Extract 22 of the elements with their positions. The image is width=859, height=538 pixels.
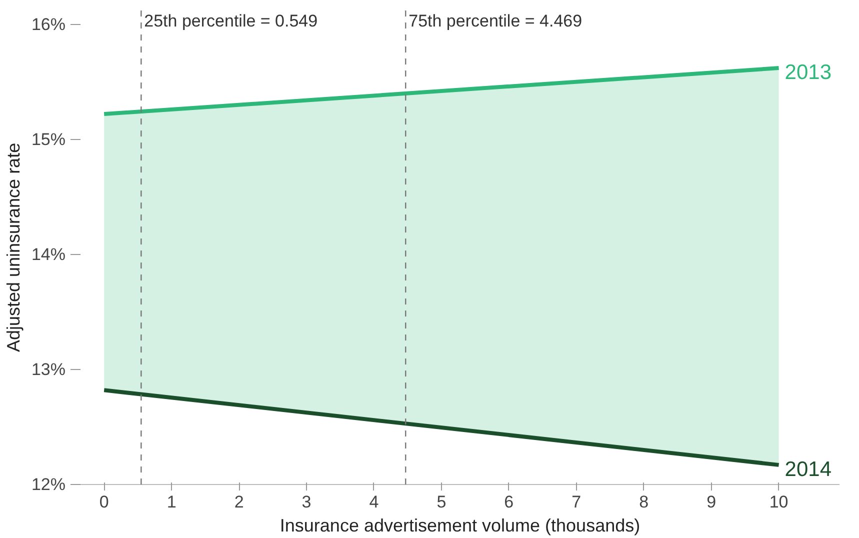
x-tick-label: 4	[369, 492, 379, 512]
y-axis-title: Adjusted uninsurance rate	[3, 142, 24, 352]
x-tick-label: 2	[234, 492, 244, 512]
series-label: 2013	[784, 61, 832, 84]
ref-line-label: 75th percentile = 4.469	[408, 12, 582, 30]
x-tick-label: 1	[166, 492, 176, 512]
x-tick-label: 9	[706, 492, 716, 512]
x-tick-label: 8	[639, 492, 649, 512]
x-tick-label: 7	[572, 492, 582, 512]
y-tick-label: 16%	[31, 14, 66, 34]
x-tick-label: 5	[436, 492, 446, 512]
y-tick-label: 13%	[31, 360, 66, 379]
x-tick-label: 10	[769, 492, 788, 512]
ref-line-label: 25th percentile = 0.549	[144, 12, 318, 30]
x-tick-label: 6	[504, 492, 514, 512]
series-label: 2014	[784, 458, 832, 481]
y-tick-label: 12%	[31, 475, 66, 494]
x-tick-label: 0	[99, 492, 109, 512]
y-tick-label: 14%	[31, 244, 66, 264]
y-tick-label: 15%	[31, 130, 66, 149]
x-axis-title: Insurance advertisement volume (thousands)	[280, 516, 640, 536]
x-tick-label: 3	[302, 492, 312, 512]
